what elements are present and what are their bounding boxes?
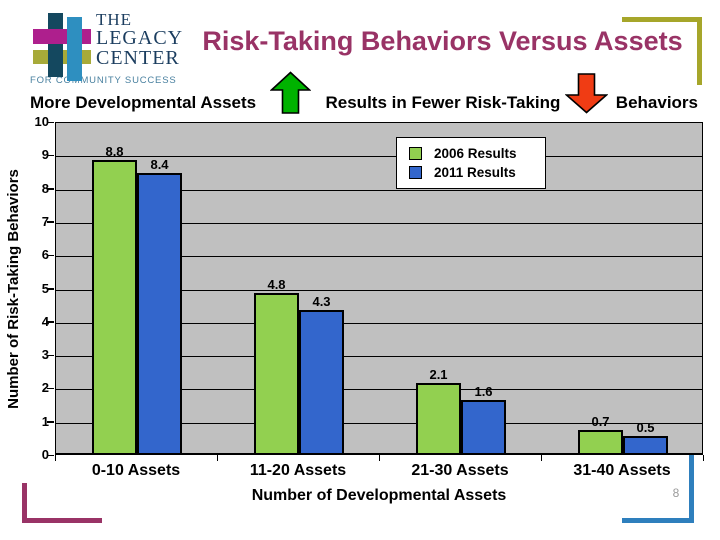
y-tick-mark [47,154,54,157]
down-arrow-icon [564,73,608,114]
legend-label: 2011 Results [434,165,516,180]
y-tick-label: 10 [34,114,49,129]
bar-value-label: 0.5 [636,420,655,436]
y-tick-mark [47,354,54,357]
gridline [56,322,702,324]
y-tick-label: 4 [41,313,49,329]
y-tick-mark [47,321,54,323]
legend-row: 2006 Results [409,144,545,163]
gridline [56,256,702,258]
x-tick-mark [378,455,380,461]
logo-wordmark: THE LEGACY CENTER [96,11,183,68]
y-tick-mark [47,188,54,190]
bar-2011-0-10 Assets [137,173,182,453]
y-tick-label: 0 [41,447,49,462]
y-tick-mark [47,254,54,257]
y-tick-mark [47,288,54,290]
bar-value-label: 4.3 [312,293,331,309]
bottom-right-bracket-vertical [689,455,694,523]
bottom-left-bracket-horizontal [22,518,102,523]
subtitle-part-2: Results in Fewer Risk-Taking [325,93,561,112]
bar-2006-21-30 Assets [416,383,461,453]
logo-dark-bar [48,13,63,77]
bar-2011-31-40 Assets [623,436,668,453]
y-tick-mark [47,387,54,390]
bar-2006-0-10 Assets [92,159,137,453]
x-axis-title: Number of Developmental Assets [251,487,507,504]
y-tick-label: 3 [41,347,49,363]
subtitle-part-1: More Developmental Assets [30,93,257,112]
logo-tagline: FOR COMMUNITY SUCCESS [30,75,177,86]
legend-swatch-green [409,147,422,160]
page-number: 8 [672,486,680,500]
x-tick-mark [216,455,218,461]
gridline [56,356,702,358]
legend-row: 2011 Results [409,163,545,182]
chart-plot-area: 8.8 8.4 4.8 4.3 2.1 1.6 0.7 0.5 [55,122,703,455]
y-tick-label: 7 [41,213,49,229]
bar-2011-11-20 Assets [299,309,344,453]
bar-value-label: 0.7 [591,413,610,429]
y-tick-mark [47,221,54,223]
up-arrow-icon [270,71,312,114]
chart-legend: 2006 Results 2011 Results [396,137,546,189]
y-tick-label: 5 [41,280,49,296]
subtitle-row: More Developmental Assets Results in Few… [30,71,698,114]
gridline [56,156,702,158]
bottom-right-bracket-horizontal [622,518,694,523]
logo-blue-bar [67,17,82,81]
bottom-left-bracket-vertical [22,483,27,523]
gridline [56,422,702,424]
y-tick-label: 8 [41,180,49,196]
legacy-center-logo-icon [33,8,91,81]
gridline [56,389,702,391]
y-tick-label: 9 [41,147,49,163]
slide-title: Risk-Taking Behaviors Versus Assets [202,26,683,56]
x-category-label: 0-10 Assets [91,462,181,479]
logo-line-2: LEGACY [96,27,184,49]
x-tick-mark [54,455,56,461]
bar-2006-11-20 Assets [254,293,299,453]
bar-value-label: 4.8 [267,277,286,293]
bar-2011-21-30 Assets [461,399,506,453]
top-right-bracket-horizontal [622,17,702,22]
y-tick-label: 2 [41,380,49,396]
logo-line-1: THE [96,10,133,29]
legend-swatch-blue [409,166,422,179]
bar-value-label: 8.4 [150,157,169,173]
x-category-label: 21-30 Assets [411,462,509,479]
gridline [56,222,702,224]
logo-line-3: CENTER [96,47,180,69]
gridline [56,189,702,191]
bar-2006-31-40 Assets [578,429,623,453]
x-tick-mark [702,455,704,461]
gridline [56,289,702,291]
bar-value-label: 8.8 [105,143,124,159]
legend-label: 2006 Results [434,146,517,161]
y-tick-mark [47,421,54,423]
top-right-bracket-vertical [697,17,702,85]
subtitle-part-3: Behaviors [615,93,698,112]
x-tick-mark [540,455,542,461]
y-tick-label: 6 [41,247,49,263]
bar-value-label: 1.6 [474,383,493,399]
y-tick-label: 1 [41,413,49,429]
bar-value-label: 2.1 [429,367,448,383]
y-tick-mark [47,454,54,456]
logo-magenta-bar [33,29,91,44]
x-category-label: 11-20 Assets [249,462,347,479]
x-category-label: 31-40 Assets [573,462,671,479]
y-tick-mark [47,121,54,123]
